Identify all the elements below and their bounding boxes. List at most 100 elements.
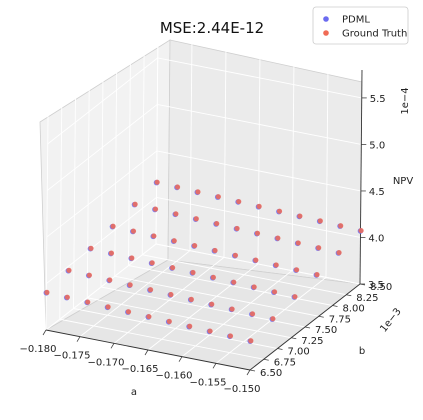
- x-tick-label: −0.165: [121, 364, 158, 375]
- x-tick-label: −0.175: [53, 351, 90, 362]
- ground-truth-point: [297, 213, 303, 219]
- ground-truth-point: [358, 227, 364, 234]
- y-tick-label: 8.25: [356, 293, 378, 304]
- ground-truth-point: [316, 245, 322, 251]
- data-points: [43, 179, 364, 344]
- z-tick-label: 5.0: [369, 140, 385, 151]
- x-axis-label: a: [131, 387, 137, 398]
- z-gridline-left: [45, 243, 157, 331]
- ground-truth-point: [188, 296, 194, 302]
- ground-truth-point: [271, 289, 278, 295]
- legend-marker-ground-truth: [323, 30, 329, 36]
- ground-truth-point: [146, 313, 152, 320]
- z-tick-label: 3.5: [368, 280, 384, 291]
- x-tick-mark: [212, 363, 217, 369]
- ground-truth-point: [214, 220, 220, 227]
- ground-truth-point: [190, 269, 196, 276]
- x-tick-label: −0.150: [223, 384, 260, 395]
- ground-truth-point: [151, 233, 157, 239]
- y-tick-mark: [249, 369, 256, 372]
- ground-truth-point: [275, 235, 281, 241]
- y-gridline-floor: [142, 254, 347, 296]
- z-gridline-left: [46, 150, 158, 238]
- ground-truth-point: [86, 272, 92, 278]
- x-tick-label: −0.160: [155, 371, 192, 382]
- y-gridline-floor: [114, 275, 319, 317]
- x-tick-mark: [178, 356, 183, 362]
- ground-truth-point: [234, 225, 240, 232]
- y-gridline-side: [114, 62, 118, 277]
- ground-truth-point: [166, 318, 172, 325]
- ground-truth-point: [314, 272, 320, 278]
- y-tick-mark: [318, 315, 324, 318]
- y-tick-mark: [304, 326, 311, 329]
- y-tick-label: 6.75: [274, 357, 296, 368]
- ground-truth-point: [132, 201, 138, 207]
- x-gridline-back: [189, 36, 193, 251]
- legend-marker-pdml: [323, 16, 329, 22]
- z-gridline-right: [156, 150, 361, 192]
- y-gridline-side: [73, 94, 76, 309]
- ground-truth-point: [248, 338, 254, 344]
- x-tick-mark: [110, 343, 115, 349]
- x-gridline-back: [325, 63, 329, 278]
- y-offset-label: 1e−3: [378, 306, 403, 334]
- y-tick-label: 7.00: [288, 347, 310, 358]
- ground-truth-point: [129, 255, 135, 261]
- z-gridline-right: [156, 197, 361, 238]
- y-tick-mark: [291, 337, 297, 340]
- z-tick-label: 4.5: [369, 187, 385, 198]
- ground-truth-point: [210, 274, 216, 280]
- ground-truth-point: [236, 198, 242, 205]
- y-tick-label: 6.50: [260, 368, 282, 379]
- ground-truth-point: [88, 245, 94, 251]
- z-tick-label: 5.5: [370, 94, 386, 105]
- y-tick-mark: [332, 305, 338, 307]
- y-tick-mark: [263, 358, 269, 361]
- ground-truth-point: [232, 252, 239, 258]
- ground-truth-point: [270, 316, 276, 322]
- ground-truth-point: [44, 289, 50, 295]
- x-tick-mark: [42, 329, 47, 336]
- grid-lines: [45, 29, 363, 371]
- ground-truth-point: [170, 265, 176, 271]
- ground-truth-point: [154, 179, 160, 185]
- ground-truth-point: [317, 218, 323, 224]
- y-gridline-floor: [128, 265, 333, 306]
- ground-truth-point: [192, 243, 198, 249]
- ground-truth-point: [212, 247, 218, 254]
- y-tick-mark: [346, 294, 352, 297]
- ground-truth-point: [149, 260, 155, 266]
- y-gridline-floor: [73, 308, 278, 349]
- y-gridline-side: [141, 40, 145, 255]
- ground-truth-point: [338, 223, 344, 229]
- z-gridline-left: [47, 57, 159, 145]
- ground-truth-point: [209, 301, 215, 307]
- x-gridline-back: [223, 43, 227, 258]
- y-tick-label: 7.75: [329, 314, 351, 325]
- ground-truth-point: [294, 267, 300, 273]
- z-offset-label: 1e−4: [400, 87, 411, 114]
- ground-truth-point: [215, 194, 221, 200]
- z-axis-label: NPV: [393, 176, 414, 187]
- ground-truth-point: [168, 291, 174, 298]
- x-tick-label: −0.180: [19, 344, 56, 355]
- ground-truth-point: [292, 294, 298, 300]
- ground-truth-point: [253, 257, 259, 263]
- ground-truth-point: [152, 206, 159, 212]
- ground-truth-point: [229, 306, 235, 312]
- ground-truth-point: [64, 294, 70, 300]
- x-tick-label: −0.170: [87, 357, 124, 368]
- x-axis-line: [45, 329, 251, 371]
- ground-truth-point: [249, 311, 256, 317]
- ground-truth-point: [147, 287, 154, 293]
- x-gridline-back: [291, 56, 295, 271]
- ground-truth-point: [251, 284, 257, 290]
- ground-truth-point: [110, 223, 116, 229]
- ground-truth-point: [193, 216, 199, 222]
- ground-truth-point: [295, 240, 301, 246]
- z-gridline-right: [157, 103, 362, 145]
- legend-label-ground-truth: Ground Truth: [342, 29, 407, 40]
- x-tick-label: −0.155: [189, 377, 226, 388]
- ground-truth-point: [187, 323, 193, 329]
